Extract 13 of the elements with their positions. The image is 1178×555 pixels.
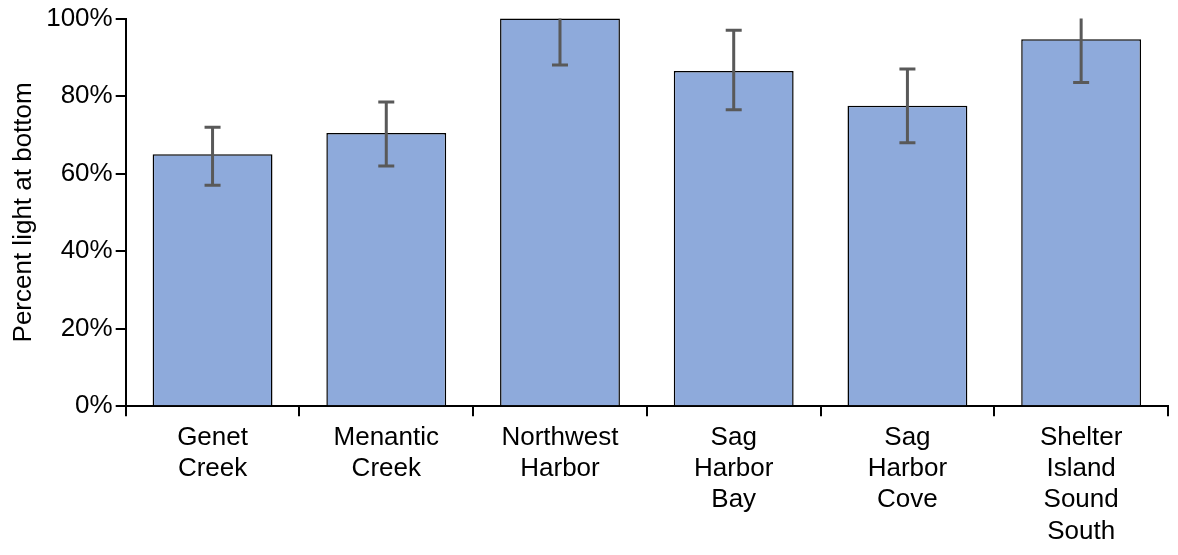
y-tick-label: 20% bbox=[60, 311, 113, 342]
x-tick-label: Sag Harbor Cove bbox=[867, 420, 948, 514]
x-tick-label: Shelter Island Sound South bbox=[1039, 420, 1123, 545]
y-tick-label: 0% bbox=[75, 389, 113, 420]
x-tick-label: Genet Creek bbox=[177, 420, 249, 483]
y-tick-label: 100% bbox=[46, 1, 113, 32]
y-tick-label: 40% bbox=[60, 234, 113, 265]
y-tick-label: 60% bbox=[60, 156, 113, 187]
y-tick-label: 80% bbox=[60, 79, 113, 110]
x-tick-label: Menantic Creek bbox=[333, 420, 440, 483]
y-axis-title: Percent light at bottom bbox=[6, 82, 37, 343]
x-tick-label: Sag Harbor Bay bbox=[693, 420, 774, 514]
x-tick-label: Northwest Harbor bbox=[501, 420, 620, 483]
